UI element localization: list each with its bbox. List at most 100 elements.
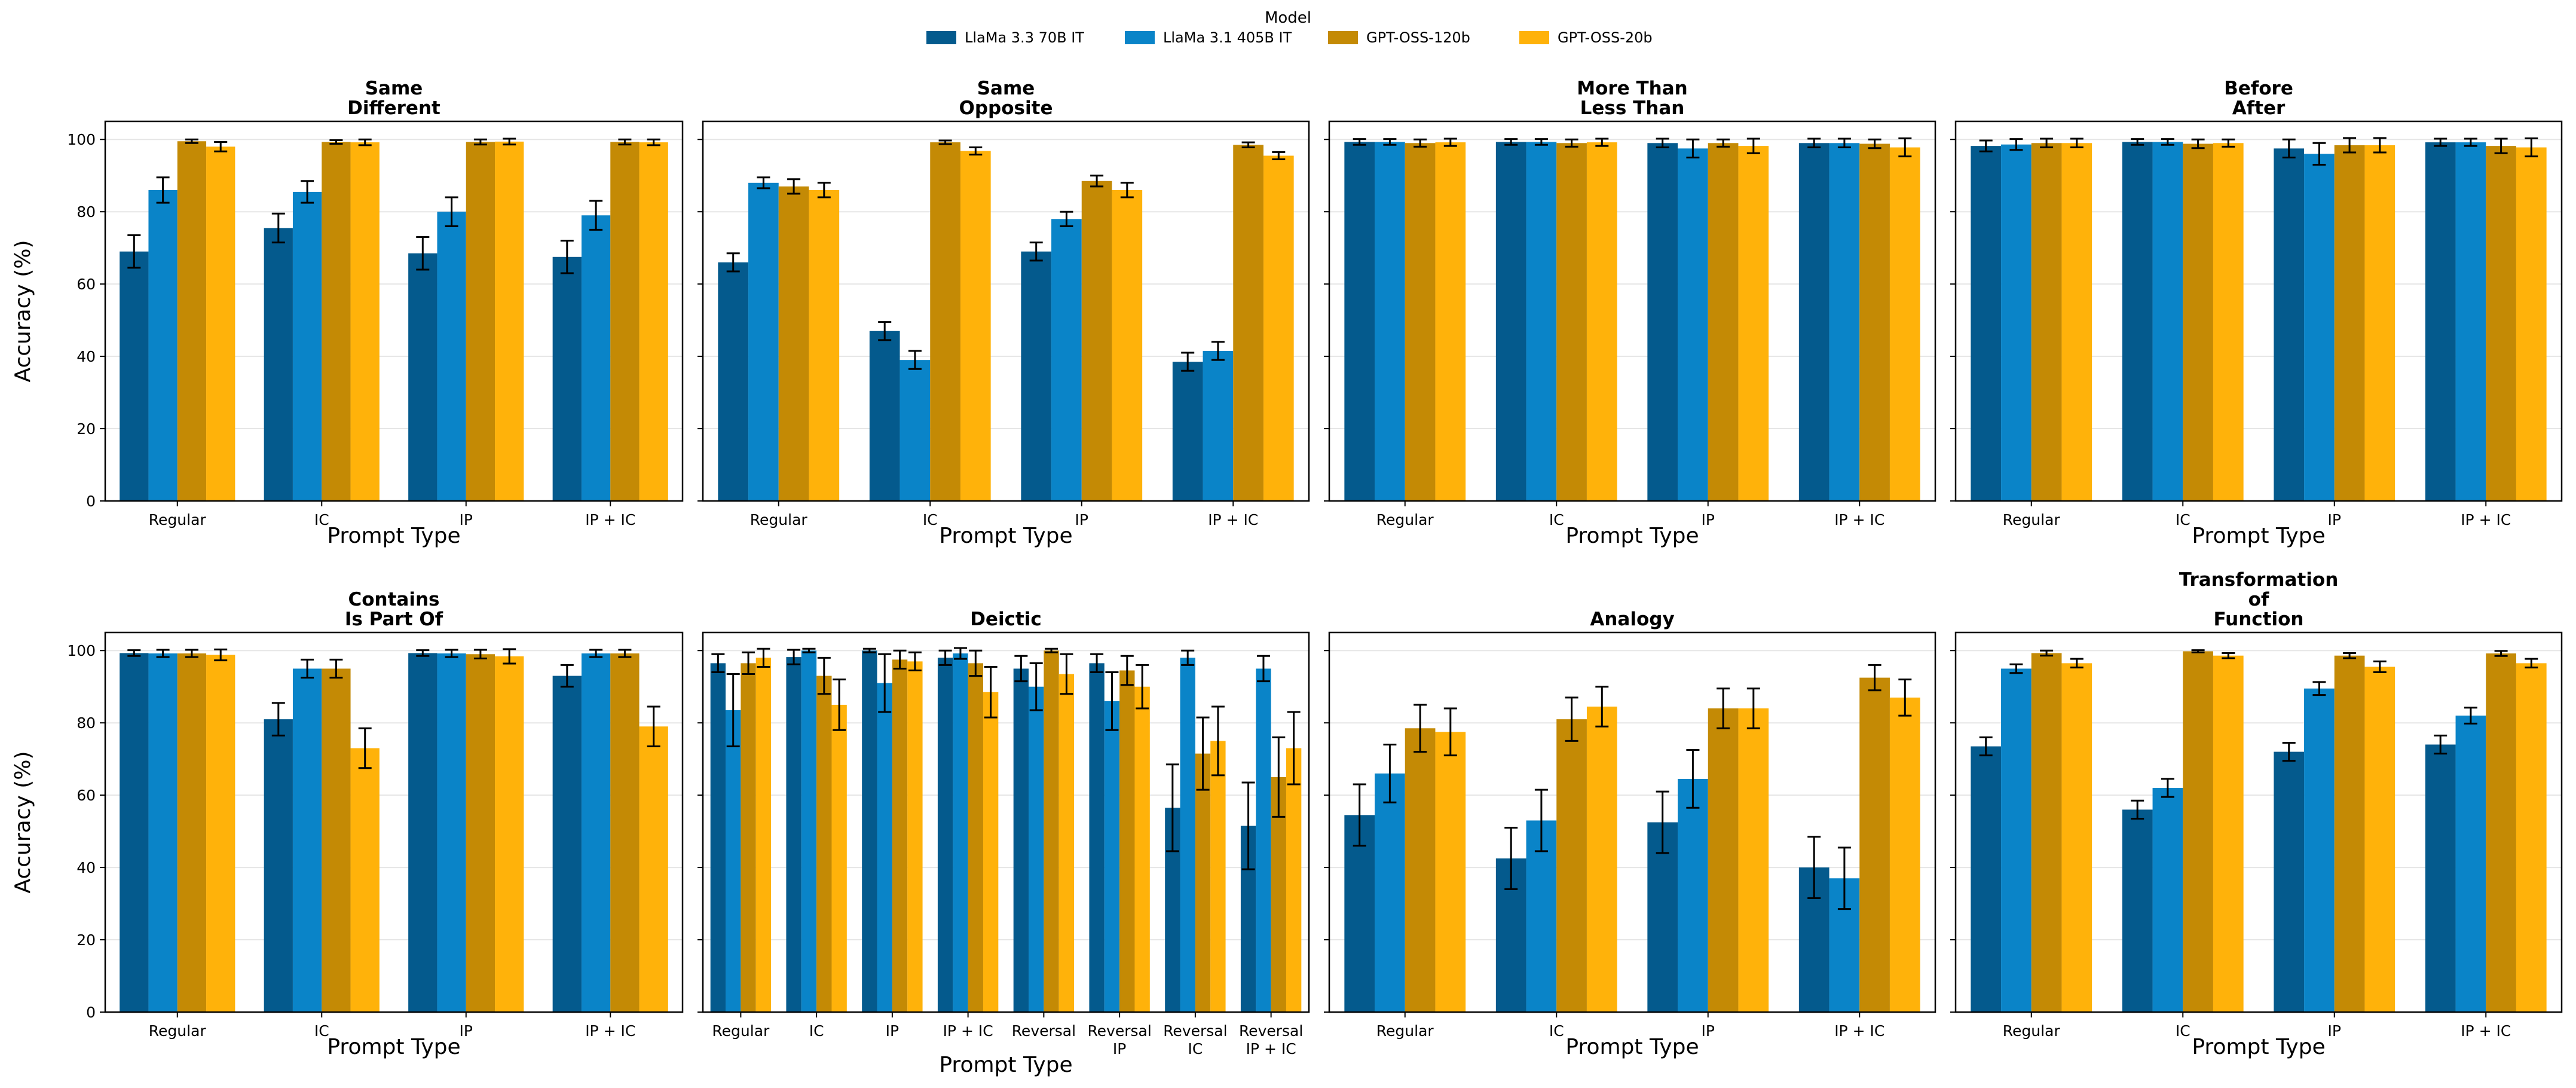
y-tick-label: 60 xyxy=(77,276,96,293)
bar xyxy=(1375,142,1405,501)
x-tick-label: IP + IC xyxy=(2461,511,2511,528)
legend-label: GPT-OSS-20b xyxy=(1558,29,1653,46)
y-tick-label: 40 xyxy=(77,348,96,365)
bar xyxy=(1586,706,1617,1012)
legend-swatch xyxy=(926,31,956,44)
bar xyxy=(322,668,351,1012)
x-tick-label: IP + IC xyxy=(1834,1022,1884,1040)
y-axis-label: Accuracy (%) xyxy=(11,240,35,382)
bar xyxy=(2304,688,2335,1012)
x-tick-label: Regular xyxy=(1376,1022,1434,1040)
x-axis-label: Prompt Type xyxy=(2192,524,2325,548)
bar xyxy=(2274,751,2305,1012)
bar xyxy=(1021,251,1052,501)
x-tick-label: IP + IC xyxy=(2461,1022,2511,1040)
bar xyxy=(2213,143,2244,502)
bar xyxy=(466,654,495,1012)
bar xyxy=(495,656,524,1012)
x-tick-label: Regular xyxy=(712,1022,770,1040)
bar xyxy=(2061,143,2092,502)
panel-title: Transformation of Function xyxy=(2179,569,2339,630)
y-tick-label: 0 xyxy=(86,1004,96,1021)
bar xyxy=(726,710,741,1012)
x-tick-label: IP + IC xyxy=(585,1022,635,1040)
x-axis-label: Prompt Type xyxy=(327,1035,460,1059)
legend-swatch xyxy=(1328,31,1358,44)
chart-panel: 0 20 40 60 80 100 Regular IC IP IP + IC Prompt Typ… xyxy=(11,78,684,548)
legend: Model LlaMa 3.3 70B IT LlaMa 3.1 405B IT G… xyxy=(926,9,1653,46)
bar xyxy=(1526,142,1557,501)
bar xyxy=(2061,663,2092,1012)
bar xyxy=(1859,143,1890,501)
bar xyxy=(292,668,322,1012)
bar xyxy=(120,251,149,501)
bar xyxy=(264,228,293,501)
x-tick-label: IC xyxy=(809,1022,824,1040)
bar xyxy=(581,215,611,501)
bar xyxy=(466,142,495,501)
bar xyxy=(892,659,908,1012)
bar xyxy=(206,146,235,502)
x-tick-label: IP + IC xyxy=(1208,511,1258,528)
bar xyxy=(2486,653,2516,1012)
panel-title: Same Different xyxy=(347,78,440,119)
bar xyxy=(610,142,640,501)
x-tick-label: IC xyxy=(923,511,938,528)
bar xyxy=(2031,143,2062,502)
bar xyxy=(869,331,900,501)
plot-frame xyxy=(1954,120,2563,502)
bar xyxy=(1081,181,1112,501)
chart-panel: Regular IC IP IP + IC Prompt Type Before After xyxy=(1950,78,2563,548)
bar xyxy=(495,141,524,501)
bar xyxy=(1210,741,1226,1012)
bar xyxy=(1256,668,1271,1012)
bar xyxy=(2486,146,2516,502)
chart-panels: 0 20 40 60 80 100 Regular IC IP IP + IC Prompt Typ… xyxy=(11,78,2563,1077)
bar xyxy=(437,653,466,1012)
legend-label: GPT-OSS-120b xyxy=(1366,29,1470,46)
x-tick-label: IP + IC xyxy=(1834,511,1884,528)
x-tick-label: IP xyxy=(2328,511,2341,528)
bar xyxy=(581,653,611,1012)
bar xyxy=(2274,148,2305,501)
bar xyxy=(1708,143,1739,502)
x-tick-label: IP xyxy=(2328,1022,2341,1040)
bar xyxy=(960,151,991,502)
bar xyxy=(907,661,923,1012)
bar xyxy=(1738,708,1769,1012)
bar xyxy=(1971,146,2002,502)
bar xyxy=(2516,663,2547,1012)
y-tick-label: 80 xyxy=(77,203,96,221)
bar xyxy=(930,142,960,502)
y-tick-label: 60 xyxy=(77,787,96,804)
bar xyxy=(2122,142,2153,501)
bar xyxy=(937,658,953,1012)
bar xyxy=(1286,748,1302,1012)
bar xyxy=(718,262,749,501)
bar xyxy=(1203,351,1234,501)
x-tick-label: Reversal IC xyxy=(1163,1022,1227,1058)
chart-panel: Regular IC IP IP + IC Prompt Type Transformat… xyxy=(1950,569,2563,1059)
y-tick-label: 20 xyxy=(77,420,96,438)
bar xyxy=(1233,145,1263,502)
bar xyxy=(1495,142,1526,501)
plot-frame xyxy=(104,631,684,1013)
bar xyxy=(1586,142,1617,502)
plot-frame xyxy=(702,120,1310,502)
plot-frame xyxy=(1328,631,1936,1013)
bar xyxy=(1044,650,1059,1012)
bar xyxy=(1344,815,1375,1012)
bar xyxy=(1738,146,1769,502)
bar xyxy=(2001,668,2032,1012)
bar xyxy=(408,653,438,1012)
bar xyxy=(786,657,801,1012)
bar xyxy=(2364,667,2396,1012)
bar xyxy=(1435,732,1466,1012)
x-tick-label: Regular xyxy=(1376,511,1434,528)
legend-swatch xyxy=(1519,31,1549,44)
bar xyxy=(1344,142,1375,501)
bar xyxy=(206,655,235,1012)
bar xyxy=(1708,708,1739,1012)
bar xyxy=(2122,809,2153,1012)
